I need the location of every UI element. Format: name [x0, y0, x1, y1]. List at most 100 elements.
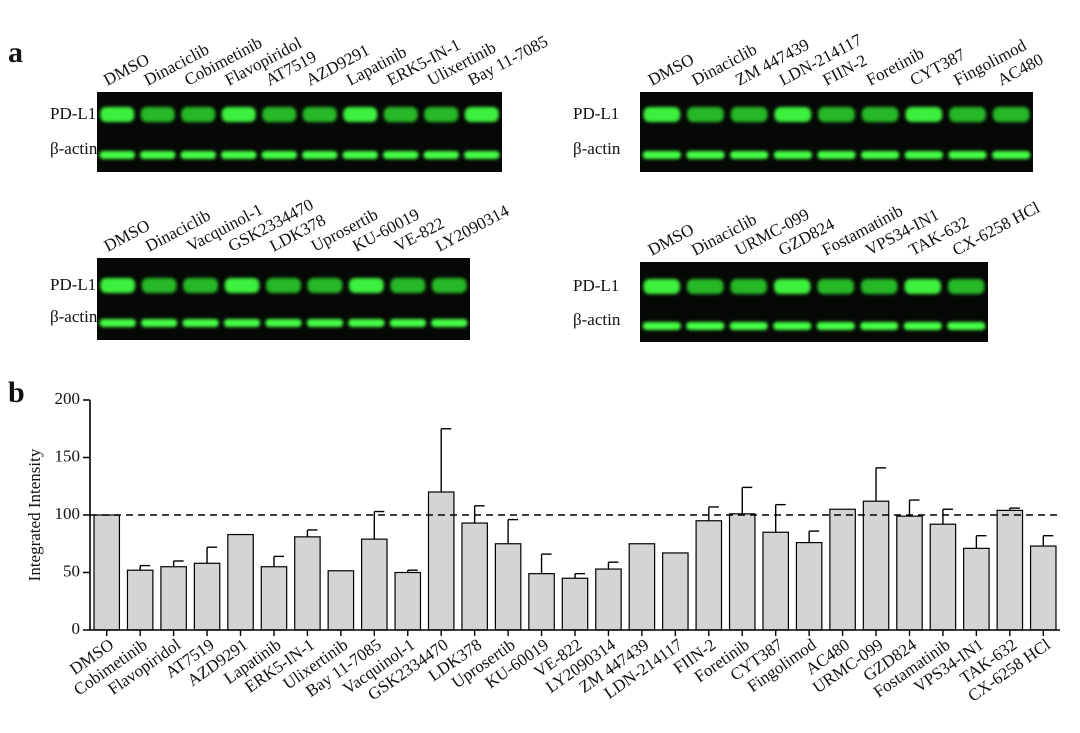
band: [686, 279, 724, 294]
bar: [963, 547, 990, 631]
bar: [160, 566, 187, 631]
lane-label: DMSO: [645, 50, 697, 90]
row-label: β-actin: [573, 310, 621, 329]
band: [643, 107, 681, 122]
band: [348, 278, 384, 293]
band: [141, 278, 177, 293]
band: [220, 151, 257, 159]
bar: [260, 566, 288, 631]
band: [266, 278, 301, 293]
bar: [862, 500, 890, 631]
band: [730, 279, 768, 294]
bar: [227, 533, 254, 631]
bar: [795, 541, 823, 631]
lane-label: DMSO: [645, 220, 697, 260]
bar: [394, 571, 422, 631]
bar: [662, 552, 689, 631]
band: [861, 107, 899, 122]
band: [949, 107, 986, 122]
band: [991, 151, 1031, 159]
panel-label: b: [8, 376, 25, 409]
bar: [294, 536, 321, 631]
band: [183, 278, 219, 293]
band: [818, 107, 855, 122]
band: [773, 151, 813, 159]
bar: [829, 508, 856, 631]
band: [687, 107, 724, 122]
band: [180, 151, 217, 159]
band: [729, 322, 768, 330]
band: [182, 319, 219, 327]
bar: [762, 531, 789, 631]
band: [860, 279, 898, 294]
band: [686, 151, 725, 159]
band: [730, 107, 768, 122]
band: [99, 319, 136, 327]
band: [860, 151, 900, 159]
bar: [361, 538, 388, 631]
band: [686, 322, 725, 330]
band: [348, 319, 385, 327]
bar: [561, 577, 589, 631]
band: [139, 151, 176, 159]
band: [773, 322, 812, 330]
bar: [628, 543, 656, 631]
band: [383, 107, 418, 122]
bar: [461, 522, 488, 631]
band: [464, 107, 499, 122]
band: [904, 279, 942, 294]
bar: [327, 570, 355, 631]
band: [181, 107, 216, 122]
band: [903, 322, 942, 330]
band: [223, 319, 261, 327]
band: [423, 151, 460, 159]
band: [100, 107, 135, 122]
lane-label: DMSO: [101, 216, 153, 256]
bar: [595, 568, 622, 631]
blot: [97, 92, 502, 172]
blot: [640, 92, 1033, 172]
band: [729, 151, 769, 159]
band: [431, 319, 468, 327]
band: [773, 279, 811, 294]
band: [816, 322, 855, 330]
band: [342, 151, 379, 159]
band: [642, 151, 682, 159]
band: [431, 278, 467, 293]
band: [221, 107, 256, 122]
bar: [1029, 545, 1057, 631]
band: [947, 279, 985, 294]
band: [262, 107, 297, 122]
bar: [93, 514, 121, 631]
band: [904, 151, 944, 159]
band: [140, 107, 175, 122]
band: [99, 151, 136, 159]
y-tick-label: 50: [63, 561, 80, 580]
band: [382, 151, 419, 159]
band: [947, 322, 986, 330]
bar: [126, 569, 154, 631]
row-label: PD-L1: [50, 104, 96, 123]
row-label: β-actin: [50, 307, 98, 326]
band: [642, 322, 681, 330]
bar: [728, 513, 756, 631]
band: [224, 278, 260, 293]
band: [140, 319, 178, 327]
band: [389, 319, 427, 327]
band: [390, 278, 426, 293]
band: [302, 107, 337, 122]
band: [774, 107, 812, 122]
band: [463, 151, 500, 159]
bar: [193, 562, 221, 631]
band: [992, 107, 1030, 122]
band: [301, 151, 338, 159]
bar: [929, 523, 957, 631]
bar: [996, 509, 1024, 631]
band: [100, 278, 136, 293]
band: [948, 151, 987, 159]
bar: [427, 491, 455, 631]
band: [307, 278, 343, 293]
panel-label: a: [8, 36, 23, 69]
band: [643, 279, 681, 294]
y-axis-label: Integrated Intensity: [25, 448, 44, 581]
